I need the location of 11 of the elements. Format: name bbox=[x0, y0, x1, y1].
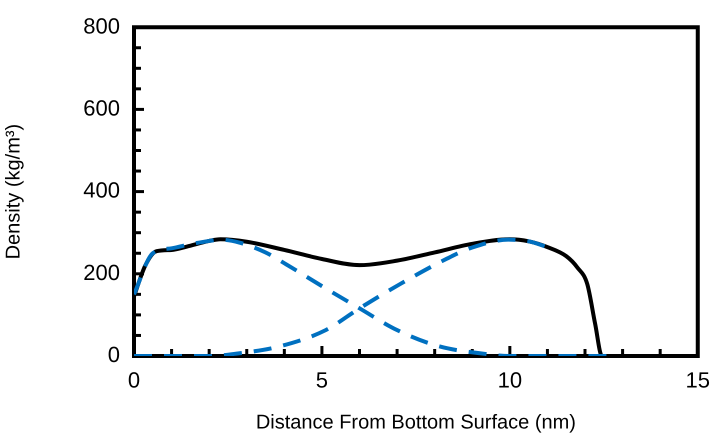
x-tick-label: 0 bbox=[128, 367, 140, 392]
y-tick-label: 600 bbox=[83, 95, 120, 120]
y-tick-label: 800 bbox=[83, 13, 120, 38]
y-tick-label: 0 bbox=[108, 342, 120, 368]
x-tick-label: 5 bbox=[316, 367, 328, 392]
y-axis-title: Density (kg/m³) bbox=[2, 124, 25, 260]
x-axis-title: Distance From Bottom Surface (nm) bbox=[256, 412, 576, 434]
x-tick-label: 15 bbox=[686, 367, 710, 392]
y-tick-label: 200 bbox=[83, 260, 120, 285]
y-tick-label: 400 bbox=[83, 178, 120, 203]
x-tick-label: 10 bbox=[498, 367, 522, 392]
